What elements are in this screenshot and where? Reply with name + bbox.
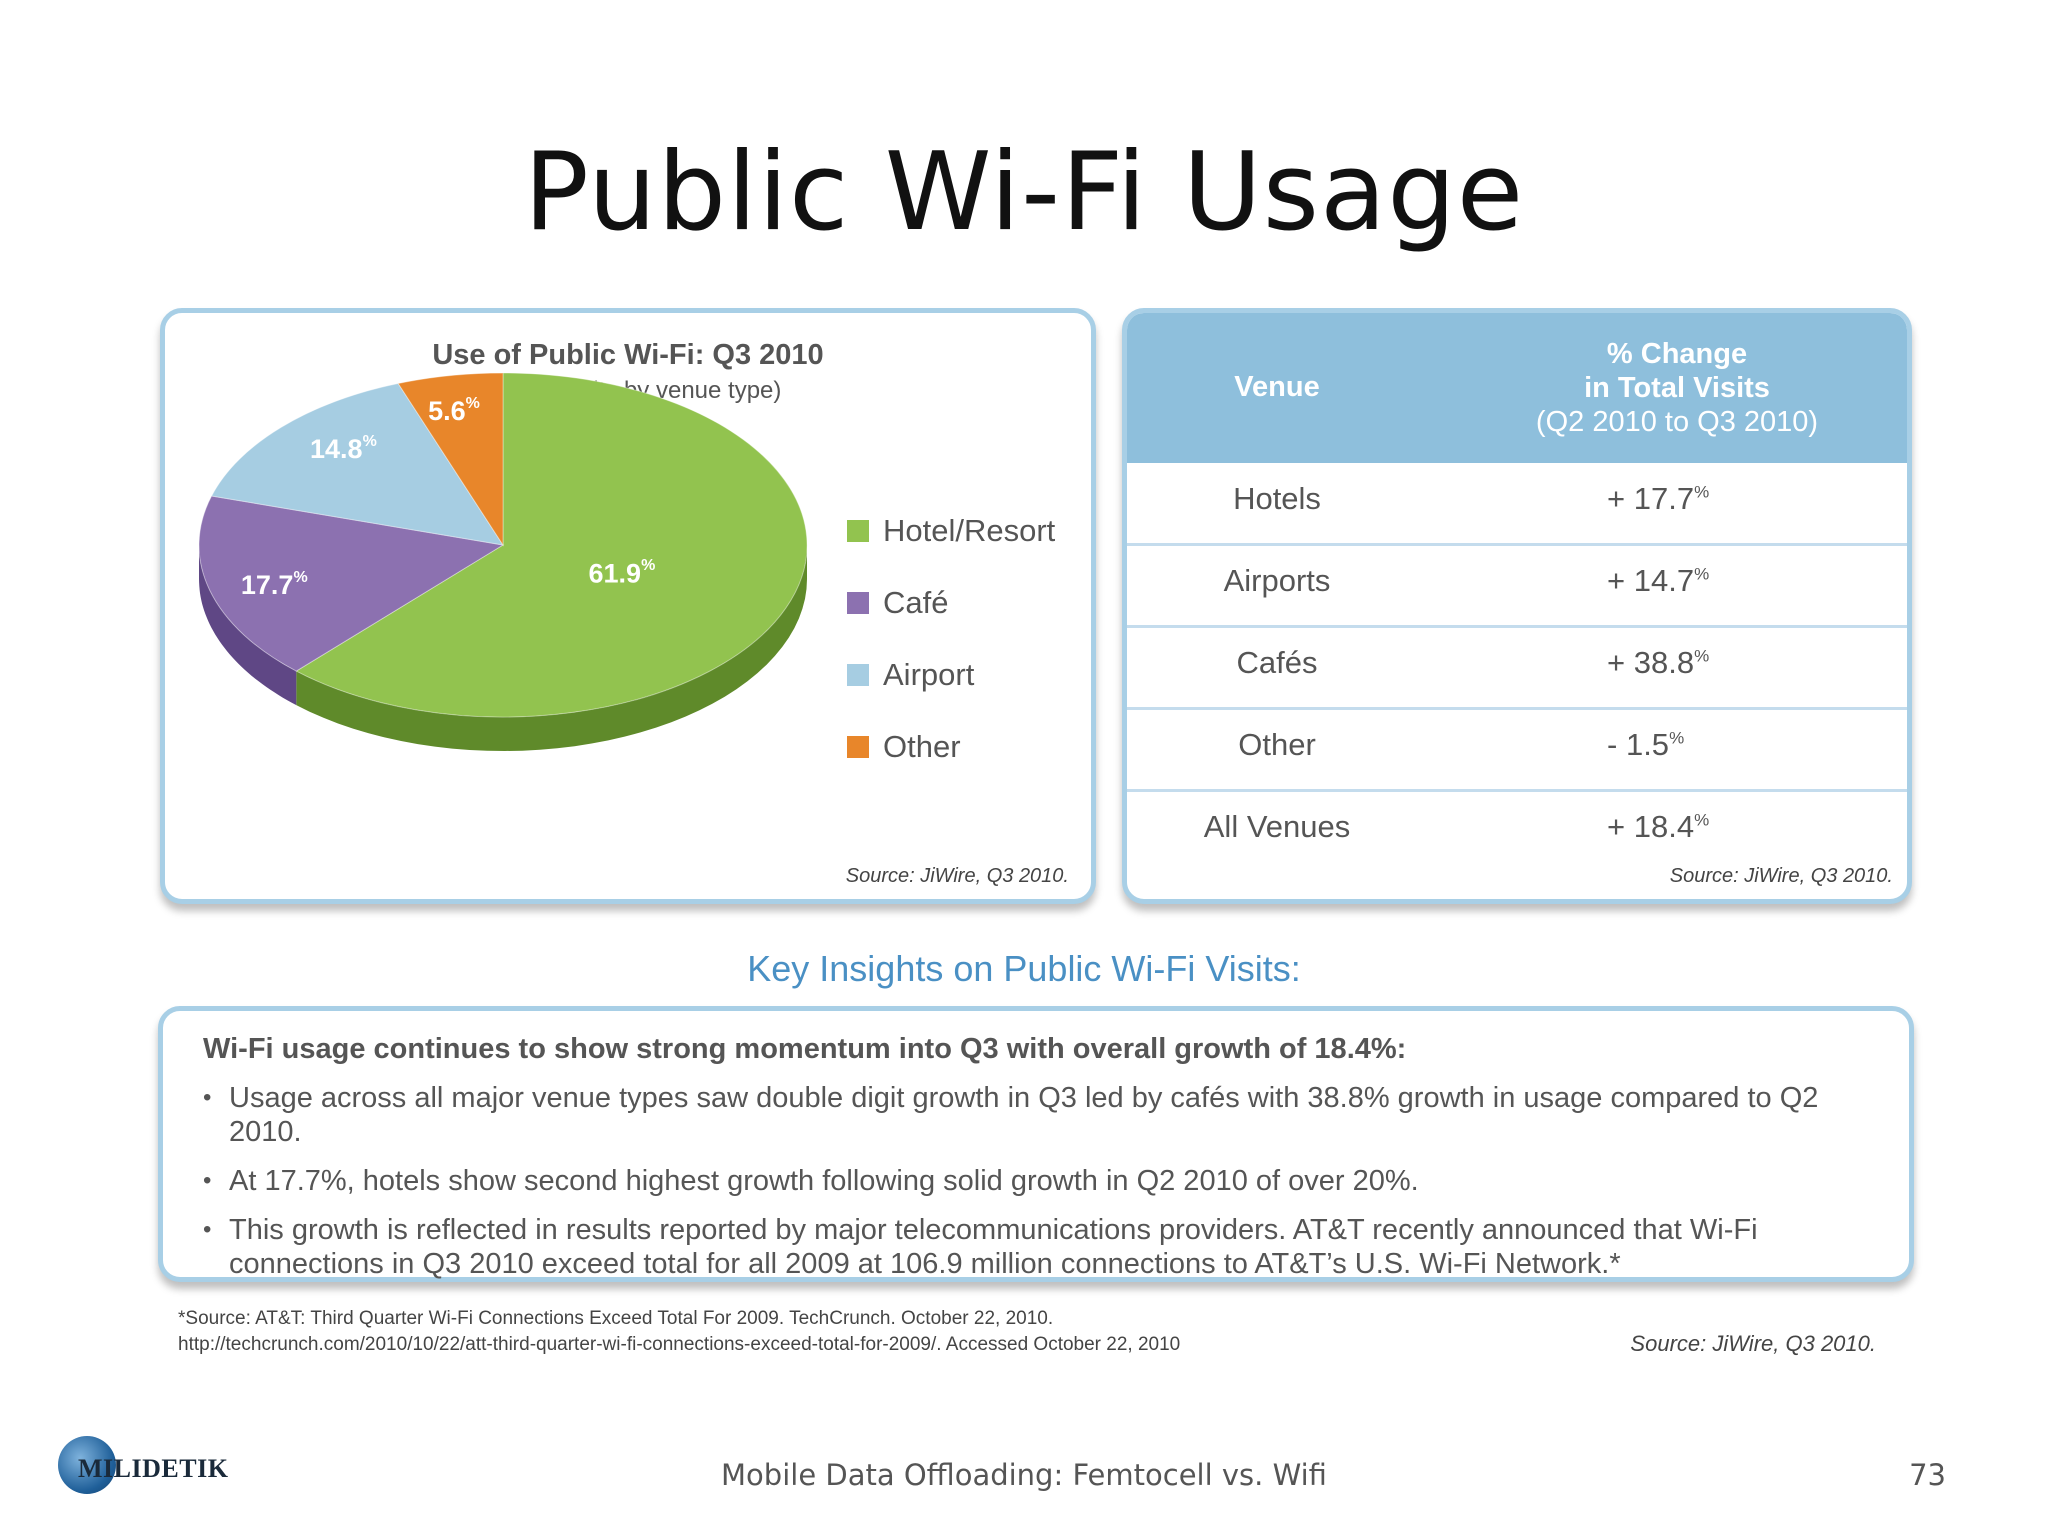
change-cell: + 38.8% bbox=[1607, 645, 1807, 681]
pie-slice-hotel-resort bbox=[295, 372, 808, 718]
change-cell: + 18.4% bbox=[1607, 809, 1807, 845]
change-sign: + bbox=[1607, 481, 1626, 516]
insight-bullet: Usage across all major venue types saw d… bbox=[203, 1081, 1883, 1149]
legend-swatch bbox=[847, 736, 869, 758]
table-row: Airports + 14.7% bbox=[1127, 545, 1907, 628]
legend-label: Café bbox=[883, 585, 949, 620]
pie-side-0 bbox=[296, 545, 807, 751]
change-value: 14.7 bbox=[1633, 563, 1695, 598]
milidetik-logo: MILIDETIK bbox=[58, 1432, 228, 1502]
venue-cell: All Venues bbox=[1203, 809, 1351, 844]
footnote-line1: *Source: AT&T: Third Quarter Wi-Fi Conne… bbox=[178, 1308, 1054, 1329]
bottom-source: Source: JiWire, Q3 2010. bbox=[1630, 1331, 1876, 1356]
table-row: Other - 1.5% bbox=[1127, 709, 1907, 792]
change-unit: % bbox=[1669, 728, 1685, 748]
legend-swatch bbox=[847, 520, 869, 542]
pie-slice-other bbox=[397, 372, 504, 547]
change-value: 1.5 bbox=[1625, 727, 1670, 762]
change-unit: % bbox=[1694, 482, 1710, 502]
header-venue: Venue bbox=[1234, 371, 1320, 403]
pie-chart-panel: Use of Public Wi-Fi: Q3 2010 (% user vis… bbox=[160, 308, 1096, 904]
change-value: 17.7 bbox=[1633, 481, 1695, 516]
insights-heading: Key Insights on Public Wi-Fi Visits: bbox=[747, 948, 1301, 989]
table-row: Cafés + 38.8% bbox=[1127, 627, 1907, 710]
change-value: 18.4 bbox=[1633, 809, 1695, 844]
pie-side-walls bbox=[199, 545, 807, 751]
insights-panel: Wi-Fi usage continues to show strong mom… bbox=[158, 1006, 1914, 1282]
insights-lead: Wi-Fi usage continues to show strong mom… bbox=[203, 1033, 1407, 1065]
logo-text: MILIDETIK bbox=[78, 1454, 229, 1483]
venue-cell: Airports bbox=[1223, 563, 1331, 598]
insight-bullet: This growth is reflected in results repo… bbox=[203, 1213, 1883, 1281]
change-unit: % bbox=[1694, 564, 1710, 584]
change-sign: - bbox=[1607, 727, 1618, 762]
change-cell: + 17.7% bbox=[1607, 481, 1807, 517]
pie-slice-airport bbox=[210, 382, 505, 546]
venue-cell: Other bbox=[1238, 727, 1316, 762]
change-unit: % bbox=[1694, 810, 1710, 830]
table-row: All Venues + 18.4% bbox=[1127, 791, 1907, 871]
header-change-line3: (Q2 2010 to Q3 2010) bbox=[1535, 406, 1819, 438]
change-sign: + bbox=[1607, 645, 1626, 680]
table-row: Hotels + 17.7% bbox=[1127, 463, 1907, 546]
pie-slice-caf- bbox=[198, 495, 505, 672]
slide-title: Public Wi-Fi Usage bbox=[523, 130, 1525, 255]
change-value: 38.8 bbox=[1633, 645, 1695, 680]
legend-item: Café bbox=[847, 567, 1055, 639]
footnote-url: http://techcrunch.com/2010/10/22/att-thi… bbox=[178, 1334, 1181, 1355]
legend-item: Other bbox=[847, 711, 1055, 783]
change-sign: + bbox=[1607, 809, 1626, 844]
venue-change-table: Venue % Change in Total Visits (Q2 2010 … bbox=[1122, 308, 1912, 904]
legend-item: Airport bbox=[847, 639, 1055, 711]
chart-legend: Hotel/Resort Café Airport Other bbox=[847, 495, 1055, 783]
pie-source: Source: JiWire, Q3 2010. bbox=[845, 865, 1069, 887]
legend-swatch bbox=[847, 592, 869, 614]
pie-data-label: 14.8% bbox=[310, 433, 377, 464]
footer-text: Mobile Data Offloading: Femtocell vs. Wi… bbox=[721, 1458, 1327, 1492]
table-header: Venue % Change in Total Visits (Q2 2010 … bbox=[1127, 313, 1907, 463]
pie-chart: 61.9%17.7%14.8%5.6% bbox=[198, 372, 808, 751]
pie-side-1 bbox=[199, 545, 297, 706]
page-number: 73 bbox=[1909, 1458, 1946, 1492]
header-change-line1: % Change bbox=[1606, 338, 1748, 370]
insight-bullet: At 17.7%, hotels show second highest gro… bbox=[203, 1164, 1883, 1198]
legend-item: Hotel/Resort bbox=[847, 495, 1055, 567]
header-percent-change: % Change in Total Visits (Q2 2010 to Q3 … bbox=[1477, 337, 1877, 439]
venue-cell: Cafés bbox=[1236, 645, 1318, 680]
change-sign: + bbox=[1607, 563, 1626, 598]
header-change-line2: in Total Visits bbox=[1584, 372, 1770, 404]
venue-cell: Hotels bbox=[1233, 481, 1321, 516]
table-source: Source: JiWire, Q3 2010. bbox=[1669, 865, 1893, 887]
globe-icon bbox=[58, 1436, 116, 1494]
legend-label: Hotel/Resort bbox=[883, 513, 1056, 548]
legend-label: Airport bbox=[883, 657, 975, 692]
chart-title: Use of Public Wi-Fi: Q3 2010 bbox=[432, 339, 824, 371]
footnote: *Source: AT&T: Third Quarter Wi-Fi Conne… bbox=[178, 1306, 1180, 1358]
insights-bullets: Usage across all major venue types saw d… bbox=[203, 1081, 1883, 1296]
legend-label: Other bbox=[883, 729, 961, 764]
legend-swatch bbox=[847, 664, 869, 686]
change-cell: + 14.7% bbox=[1607, 563, 1807, 599]
change-unit: % bbox=[1694, 646, 1710, 666]
change-cell: - 1.5% bbox=[1607, 727, 1807, 763]
